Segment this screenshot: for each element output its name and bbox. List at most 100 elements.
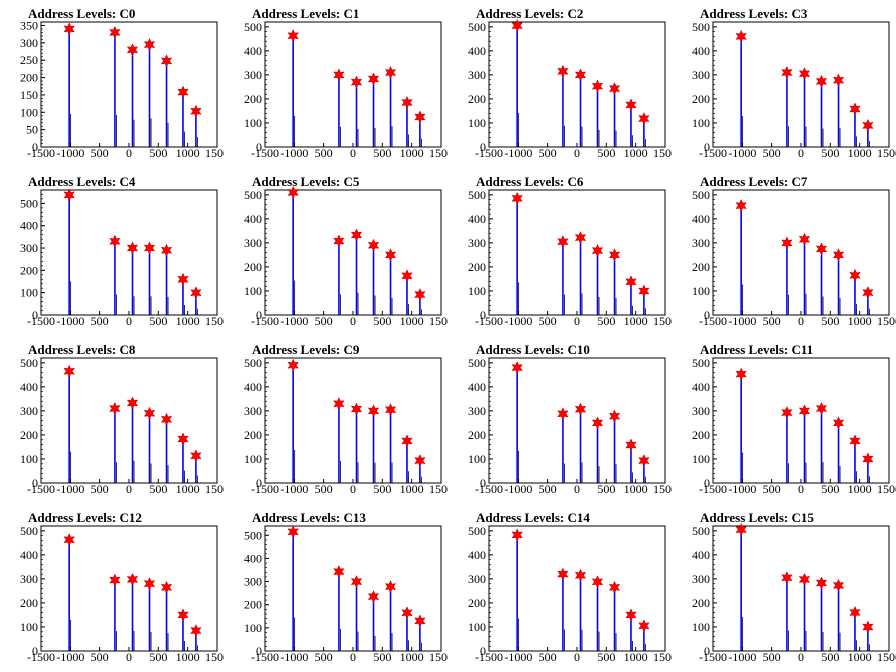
peak-marker xyxy=(608,409,621,423)
y-tick-label: 500 xyxy=(20,196,38,210)
plot-frame xyxy=(40,21,218,148)
x-tick-label: 500 xyxy=(315,314,333,328)
x-tick-label: 0 xyxy=(798,146,804,160)
y-tick-label: 300 xyxy=(468,236,486,250)
x-tick-label: 1500 xyxy=(877,482,896,496)
x-tick-label: 1500 xyxy=(653,146,672,160)
x-tick-label: -1500 xyxy=(475,650,503,664)
chart-svg: 0 100 200 300 400 500 -1500 -1000 500 0 500 1000 150… xyxy=(692,522,896,664)
x-tick-label: 0 xyxy=(350,482,356,496)
x-tick-label: 500 xyxy=(539,146,557,160)
chart-svg: 0 100 200 300 400 500 -1500 -1000 500 0 500 1000 150… xyxy=(20,188,224,328)
y-tick-label: 0 xyxy=(704,644,710,658)
peak-marker xyxy=(798,232,811,246)
y-tick-label: 300 xyxy=(20,36,38,50)
x-tick-label: 1000 xyxy=(848,482,872,496)
peak-marker xyxy=(625,438,637,452)
chart-panel-4: Address Levels: C4 0 100 200 300 400 500 -1500-… xyxy=(0,168,224,336)
x-tick-label: -1000 xyxy=(56,650,84,664)
y-tick-label: 0 xyxy=(480,140,486,154)
x-tick-label: 1500 xyxy=(653,314,672,328)
peak-marker xyxy=(832,73,845,87)
x-tick-label: -1500 xyxy=(699,650,727,664)
plot-frame xyxy=(264,189,442,316)
x-tick-label: -1500 xyxy=(251,146,279,160)
peak-marker xyxy=(160,412,173,426)
peak-marker xyxy=(557,407,569,421)
y-tick-label: 100 xyxy=(244,284,262,298)
peak-marker xyxy=(109,25,121,40)
y-tick-label: 500 xyxy=(20,524,38,538)
peak-marker xyxy=(190,104,202,118)
peak-marker xyxy=(333,564,345,579)
peak-marker xyxy=(333,68,345,82)
y-tick-label: 100 xyxy=(20,105,38,119)
x-tick-label: -1500 xyxy=(251,650,279,664)
x-tick-label: 500 xyxy=(315,146,333,160)
chart-panel-3: Address Levels: C3 0 100 200 300 400 500 -1500-… xyxy=(672,0,896,168)
x-tick-label: 500 xyxy=(373,650,391,664)
chart-svg: 0 100 200 300 400 500 -1500 -1000 500 0 500 1000 150… xyxy=(244,20,448,160)
x-tick-label: 0 xyxy=(350,650,356,664)
x-tick-label: 500 xyxy=(91,314,109,328)
y-tick-label: 0 xyxy=(704,308,710,322)
peak-marker xyxy=(781,571,793,585)
peak-marker xyxy=(384,248,397,262)
x-tick-label: 1000 xyxy=(848,314,872,328)
peak-marker xyxy=(638,284,650,298)
peak-marker xyxy=(401,95,413,110)
peak-marker xyxy=(849,102,861,116)
peak-marker xyxy=(190,449,202,463)
x-tick-label: 1500 xyxy=(205,314,224,328)
y-tick-label: 500 xyxy=(244,20,262,34)
y-tick-label: 100 xyxy=(692,116,710,130)
y-tick-label: 100 xyxy=(692,452,710,466)
peak-marker xyxy=(63,364,75,378)
peak-marker xyxy=(401,606,413,620)
x-tick-label: 1500 xyxy=(205,650,224,664)
x-tick-label: 0 xyxy=(574,314,580,328)
peak-marker xyxy=(333,234,345,248)
peak-marker xyxy=(591,416,604,430)
y-tick-label: 500 xyxy=(468,356,486,370)
peak-marker xyxy=(625,98,637,112)
x-tick-label: 1000 xyxy=(624,482,648,496)
y-tick-label: 300 xyxy=(468,572,486,586)
y-tick-label: 0 xyxy=(256,476,262,490)
y-tick-label: 400 xyxy=(244,380,262,394)
y-tick-label: 300 xyxy=(692,236,710,250)
peak-marker xyxy=(190,623,202,638)
peak-marker xyxy=(815,242,828,256)
x-tick-label: 500 xyxy=(763,482,781,496)
peak-marker xyxy=(190,286,202,300)
x-tick-label: -1000 xyxy=(280,482,308,496)
x-tick-label: 1500 xyxy=(877,650,896,664)
peak-marker xyxy=(126,572,139,587)
chart-svg: 0 100 200 300 400 500 -1500 -1000 500 0 500 1000 150… xyxy=(468,356,672,496)
chart-panel-1: Address Levels: C1 0 100 200 300 400 500 -1500-… xyxy=(224,0,448,168)
x-tick-label: -1000 xyxy=(56,146,84,160)
peak-marker xyxy=(160,580,173,594)
peak-marker xyxy=(574,230,587,245)
chart-title: Address Levels: C10 xyxy=(476,342,590,357)
peak-marker xyxy=(367,589,380,604)
y-tick-label: 500 xyxy=(20,356,38,370)
y-tick-label: 500 xyxy=(468,524,486,538)
x-tick-label: 1000 xyxy=(176,314,200,328)
peak-marker xyxy=(574,402,587,416)
y-tick-label: 0 xyxy=(32,644,38,658)
peak-marker xyxy=(384,403,397,417)
x-tick-label: -1500 xyxy=(699,482,727,496)
peak-marker xyxy=(63,533,75,547)
chart-panel-0: Address Levels: C0 0 50 100 150 200 250 300 350 -… xyxy=(0,0,224,168)
chart-title: Address Levels: C1 xyxy=(252,6,360,21)
peak-marker xyxy=(608,81,621,96)
peak-marker xyxy=(143,406,156,420)
chart-panel-14: Address Levels: C14 0 100 200 300 400 500 -1500… xyxy=(448,504,672,672)
peak-marker xyxy=(384,65,397,80)
y-tick-label: 300 xyxy=(20,241,38,255)
x-tick-label: 500 xyxy=(763,314,781,328)
y-tick-label: 200 xyxy=(692,92,710,106)
plot-frame xyxy=(712,189,890,316)
x-tick-label: 500 xyxy=(597,650,615,664)
